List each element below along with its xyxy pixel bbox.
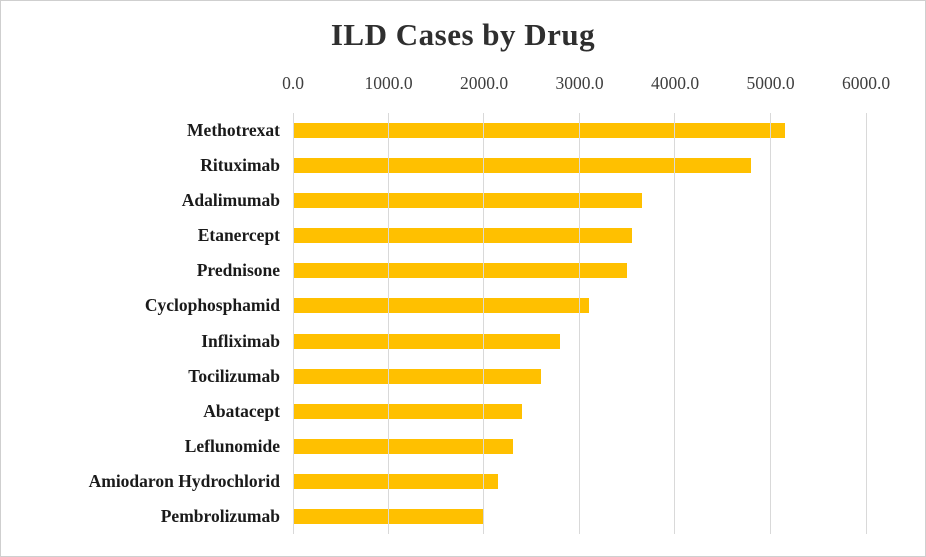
bar-row — [293, 253, 866, 288]
category-label: Prednisone — [196, 260, 280, 281]
category-label: Adalimumab — [181, 190, 280, 211]
x-tick-label: 1000.0 — [364, 73, 413, 93]
chart-title: ILD Cases by Drug — [330, 17, 596, 52]
bar-series — [293, 113, 866, 534]
x-tick-label: 0.0 — [282, 73, 304, 93]
category-label: Etanercept — [197, 225, 280, 246]
bar-cyclophosphamid — [293, 298, 590, 314]
bar-row — [293, 288, 866, 323]
bar-row — [293, 464, 866, 499]
bar-methotrexat — [293, 123, 785, 139]
category-label: Tocilizumab — [188, 365, 280, 386]
gridline — [387, 113, 389, 534]
category-label: Pembrolizumab — [160, 505, 280, 526]
category-label: Leflunomide — [184, 435, 280, 456]
gridline — [579, 113, 580, 534]
gridline — [865, 113, 867, 534]
bar-row — [293, 394, 866, 429]
gridline — [483, 113, 485, 534]
bar-rituximab — [293, 158, 752, 174]
bar-row — [293, 359, 866, 394]
bar-chart: 0.0 1000.0 2000.0 3000.0 4000.0 5000.0 6000.0 … — [1, 67, 925, 534]
bar-row — [293, 218, 866, 253]
x-tick-label: 3000.0 — [555, 73, 604, 93]
bar-row — [293, 429, 866, 464]
y-axis-labels: Methotrexat Rituximab Adalimumab Etanercept… — [1, 113, 293, 534]
gridline — [674, 113, 676, 534]
bar-abatacept — [293, 403, 523, 419]
category-label: Amiodaron Hydrochlorid — [88, 470, 280, 491]
x-tick-label: 4000.0 — [650, 73, 700, 93]
x-axis-ticks: 0.0 1000.0 2000.0 3000.0 4000.0 5000.0 6000.0 — [282, 67, 890, 113]
gridline — [292, 113, 294, 534]
category-label: Cyclophosphamid — [144, 295, 280, 316]
bar-leflunomide — [293, 438, 513, 454]
plot-area — [292, 113, 867, 534]
category-label: Infliximab — [201, 330, 280, 351]
bar-amiodaron-hydrochlorid — [293, 473, 499, 489]
category-label: Abatacept — [203, 400, 280, 421]
bar-infliximab — [293, 333, 561, 349]
gridline — [770, 113, 771, 534]
x-tick-label: 5000.0 — [746, 73, 795, 93]
x-tick-label: 2000.0 — [459, 73, 509, 93]
bar-row — [293, 148, 866, 183]
x-tick-label: 6000.0 — [841, 73, 891, 93]
x-axis: 0.0 1000.0 2000.0 3000.0 4000.0 5000.0 6000.0 — [1, 67, 925, 113]
bar-row — [293, 113, 866, 148]
bar-adalimumab — [293, 193, 642, 209]
bar-prednisone — [293, 263, 628, 279]
chart-body: Methotrexat Rituximab Adalimumab Etanercept… — [1, 113, 925, 534]
bar-row — [293, 183, 866, 218]
category-label: Rituximab — [200, 155, 280, 176]
bar-row — [293, 323, 866, 358]
bar-etanercept — [293, 228, 633, 244]
bar-tocilizumab — [293, 368, 542, 384]
category-label: Methotrexat — [187, 120, 280, 141]
